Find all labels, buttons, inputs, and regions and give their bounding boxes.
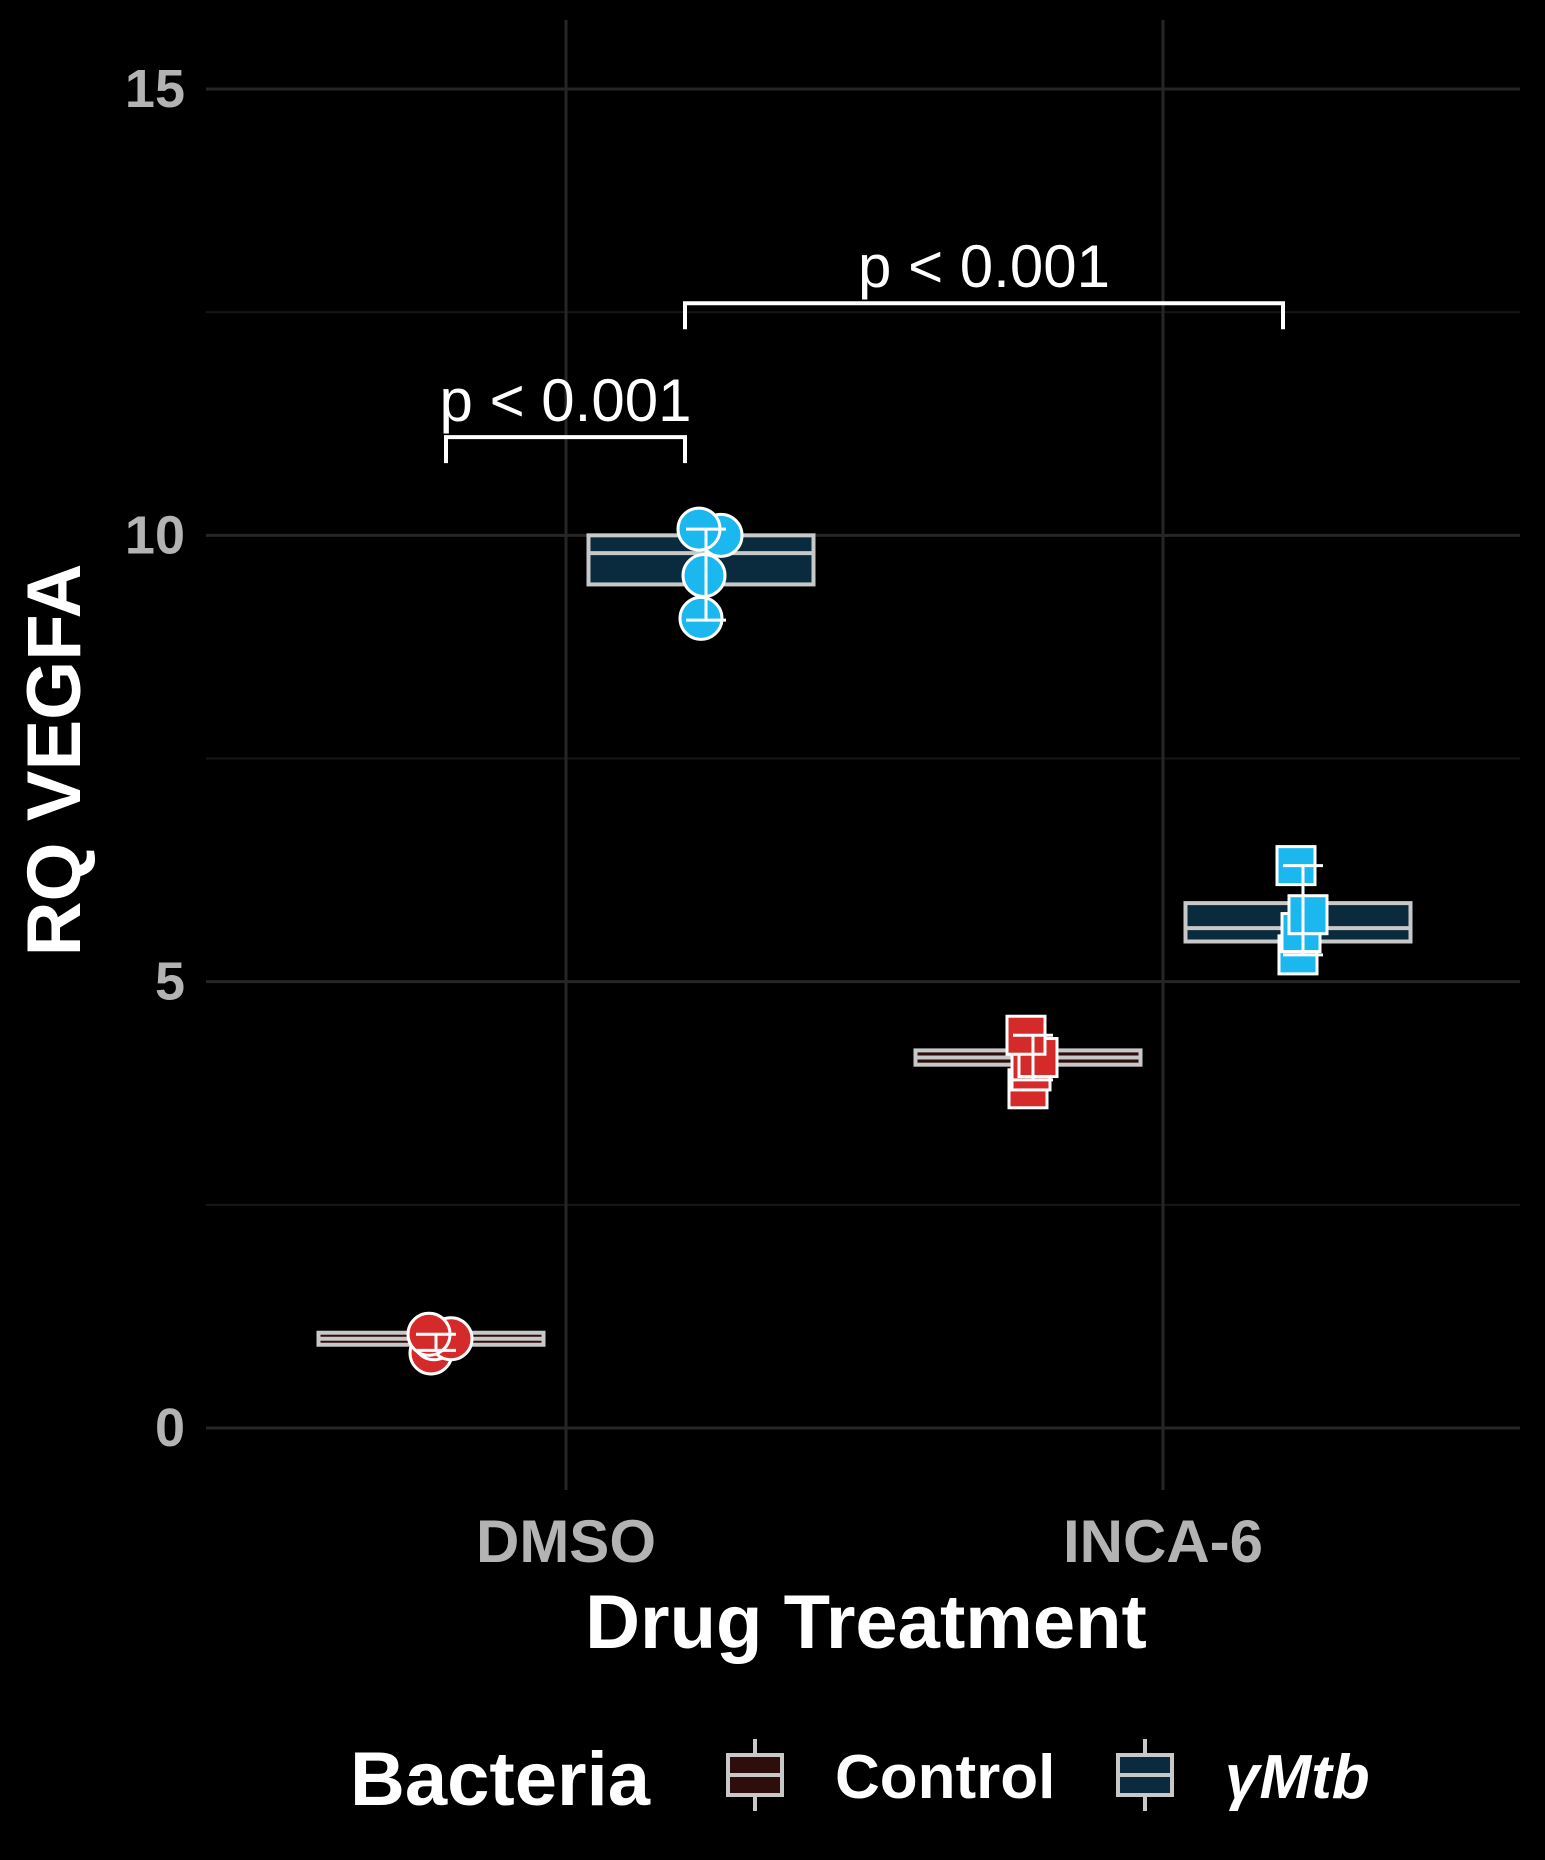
significance-bracket: p < 0.001 [440,367,692,464]
y-tick-label: 10 [125,505,185,565]
data-points [1005,1014,1059,1110]
box-plots [316,506,1413,1376]
bracket-line [444,435,687,464]
y-tick-label: 0 [155,1398,185,1458]
legend-key-1 [1116,1739,1174,1811]
significance-annotations: p < 0.001 p < 0.001 [440,233,1285,464]
p-value-label: p < 0.001 [858,233,1110,300]
box-DMSO-γMtb [586,506,816,641]
x-axis-title: Drug Treatment [585,1580,1147,1665]
data-point [1287,894,1329,936]
y-axis-ticks: 0 5 10 15 [125,59,185,1458]
data-points [406,1311,474,1376]
box-INCA-6-Control [913,1014,1143,1110]
p-value-label: p < 0.001 [440,367,692,434]
box-DMSO-Control [316,1311,546,1376]
data-point [681,553,727,599]
box-INCA-6-γMtb [1183,845,1413,976]
y-tick-label: 15 [125,59,185,119]
legend-key-0 [726,1739,784,1811]
significance-bracket: p < 0.001 [683,233,1285,330]
x-tick-label: INCA-6 [1063,1508,1263,1575]
x-axis-ticks: DMSO INCA-6 [476,1508,1263,1575]
legend-entry-label: Control [835,1743,1055,1812]
x-tick-label: DMSO [476,1508,656,1575]
bracket-line [683,301,1285,330]
y-axis-title: RQ VEGFA [12,564,97,957]
legend: Bacteria Control γMtb [350,1737,1370,1822]
data-point [678,595,724,641]
legend-entry-label: γMtb [1225,1743,1370,1812]
grid-lines [206,20,1520,1490]
y-tick-label: 5 [155,952,185,1012]
legend-title: Bacteria [350,1737,651,1822]
